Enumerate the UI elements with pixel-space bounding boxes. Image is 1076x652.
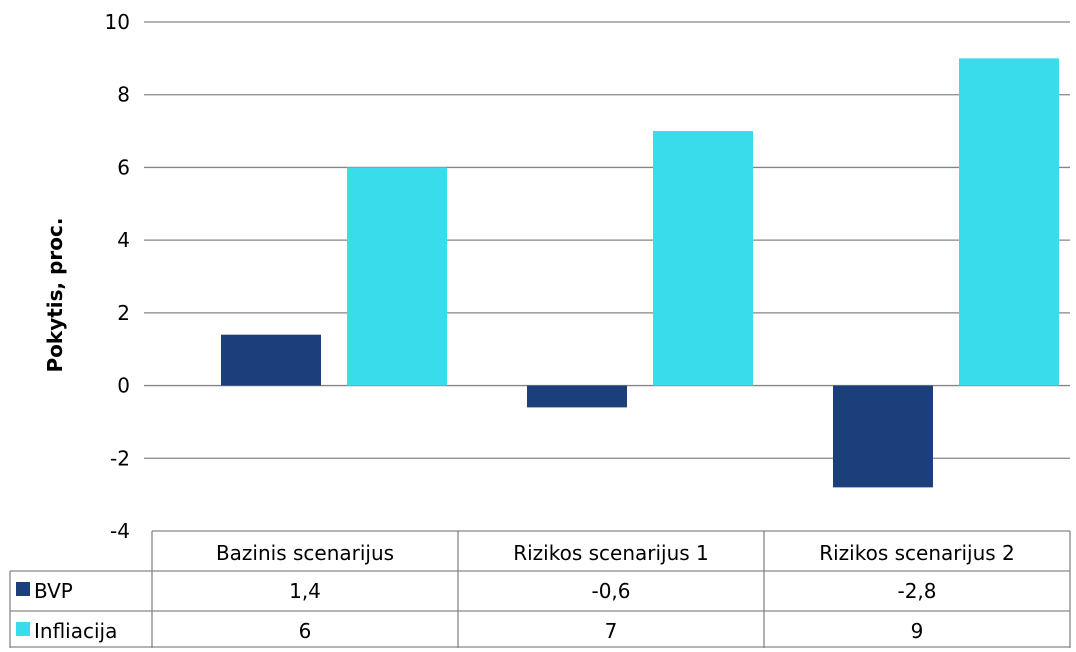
y-tick-label: 0 [117,374,130,398]
bars [221,58,1059,488]
legend-series-name: BVP [34,579,73,603]
bar-bvp-1 [221,334,321,386]
table-cell-value: -0,6 [591,579,630,603]
table-cell-value: 7 [605,619,618,643]
table-cell-value: 1,4 [289,579,321,603]
bar-bvp-2 [527,385,627,408]
data-table: Bazinis scenarijus Rizikos scenarijus 1 Ri… [9,530,1071,648]
table-header-category: Bazinis scenarijus [216,541,394,565]
y-tick-label: 8 [117,83,130,107]
table-header-category: Rizikos scenarijus 2 [819,541,1015,565]
table-header-category: Rizikos scenarijus 1 [513,541,709,565]
y-tick-label: 10 [105,10,130,34]
y-tick-label: 2 [117,301,130,325]
y-axis-title: Pokytis, proc. [43,218,67,373]
legend-series-name: Infliacija [34,619,117,643]
bar-infliacija-1 [347,167,447,386]
bar-infliacija-3 [959,58,1059,386]
bar-bvp-3 [833,385,933,488]
table-cell-value: -2,8 [897,579,936,603]
y-tick-labels: -4 -2 0 2 4 6 8 10 [105,10,130,543]
table-cell-value: 9 [911,619,924,643]
y-tick-label: -2 [110,446,130,470]
y-tick-label: 4 [117,228,130,252]
grid-lines [144,21,1070,459]
y-tick-label: -4 [110,519,130,543]
legend-swatch-infliacija [16,622,30,636]
bar-infliacija-2 [653,131,753,386]
table-cell-value: 6 [299,619,312,643]
legend-swatch-bvp [16,582,30,596]
y-tick-label: 6 [117,155,130,179]
